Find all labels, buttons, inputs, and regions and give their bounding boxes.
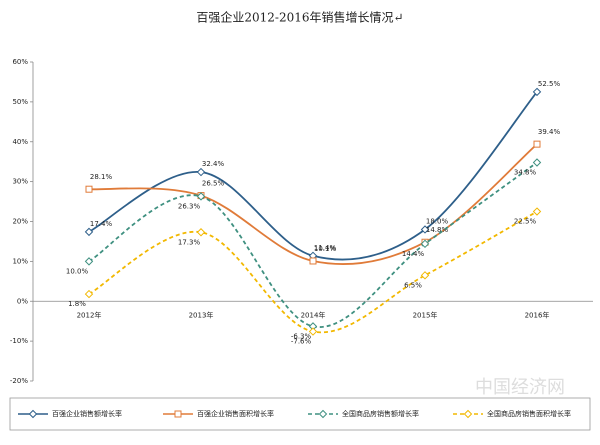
y-tick-label: 40% (12, 138, 28, 146)
data-label: 22.5% (514, 218, 537, 226)
x-tick-label: 2013年 (189, 310, 214, 319)
marker (420, 239, 430, 249)
marker (84, 289, 94, 299)
data-label: 52.5% (538, 80, 561, 88)
y-tick-label: 10% (12, 257, 28, 265)
data-label: -7.6% (291, 338, 312, 346)
marker (196, 167, 206, 177)
marker (196, 192, 206, 201)
marker (532, 158, 542, 167)
x-tick-label: 2015年 (413, 310, 438, 319)
marker (532, 87, 542, 97)
y-tick-label: 50% (12, 98, 28, 106)
data-label: 32.4% (202, 160, 225, 168)
marker (84, 257, 94, 266)
data-label: 1.8% (68, 300, 86, 308)
data-label: 26.3% (178, 202, 201, 210)
marker (85, 185, 93, 193)
watermark: 中国经济网 (475, 377, 565, 398)
data-label: 28.1% (90, 173, 113, 181)
marker (420, 225, 430, 234)
y-tick-label: 60% (12, 58, 28, 66)
data-label: 39.4% (538, 128, 561, 136)
data-label: 26.5% (202, 180, 225, 188)
marker (533, 140, 541, 148)
data-label: 14.8% (426, 226, 449, 234)
series-line (88, 91, 538, 261)
legend-label: 百强企业销售面积增长率 (197, 409, 274, 418)
legend-label: 全国商品房销售面积增长率 (487, 409, 571, 418)
y-tick-label: 20% (12, 218, 28, 226)
series-line (88, 161, 538, 328)
legend-marker (28, 409, 38, 419)
x-tick-label: 2016年 (525, 310, 550, 319)
data-label: 18.0% (426, 217, 449, 225)
data-label: 14.4% (402, 250, 425, 258)
data-label: 34.8% (514, 168, 537, 176)
data-label: 6.5% (404, 281, 422, 289)
y-tick-label: -10% (10, 337, 28, 345)
data-label: 11.4% (314, 244, 337, 252)
y-tick-label: 0% (17, 297, 28, 305)
data-label: 10.0% (66, 267, 89, 275)
data-label: -6.3% (291, 332, 312, 340)
y-tick-label: 30% (12, 178, 28, 186)
data-label: 17.3% (178, 238, 201, 246)
legend-box (9, 397, 591, 431)
chart-title: 百强企业2012-2016年销售增长情况↵ (196, 10, 403, 25)
data-label: 10.1% (314, 245, 337, 253)
y-tick-label: -20% (10, 377, 28, 385)
data-label: 17.4% (90, 220, 113, 228)
legend-label: 百强企业销售额增长率 (52, 409, 122, 418)
marker (532, 207, 542, 216)
x-tick-label: 2012年 (77, 310, 102, 319)
legend-label: 全国商品房销售额增长率 (342, 409, 419, 418)
marker (309, 257, 317, 265)
legend-marker (463, 409, 473, 419)
legend-marker (174, 410, 182, 418)
marker (196, 228, 206, 237)
marker (420, 271, 430, 280)
marker (84, 227, 94, 237)
legend-marker (318, 409, 328, 419)
marker (308, 327, 318, 336)
x-tick-label: 2014年 (301, 310, 326, 319)
